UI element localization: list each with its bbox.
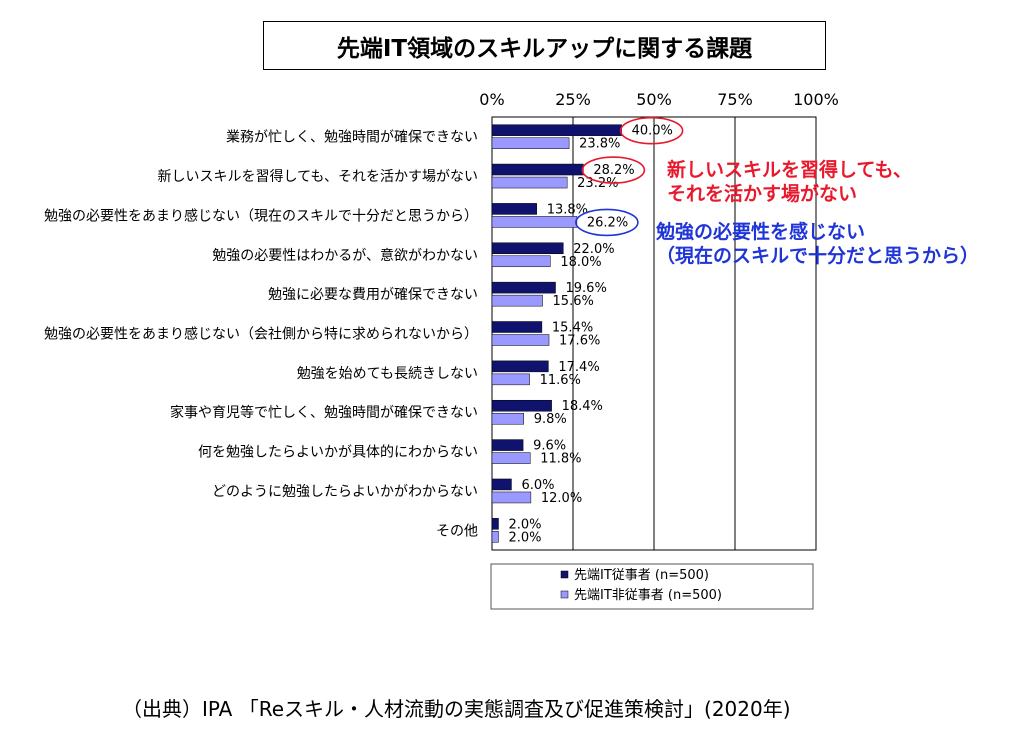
- bar-series1: [491, 242, 564, 255]
- bar-series2: [491, 412, 525, 425]
- x-tick-label: 25%: [555, 90, 591, 109]
- callout-red-line2: それを活かす場がない: [667, 183, 858, 205]
- callout-red: 新しいスキルを習得しても、 それを活かす場がない: [667, 158, 912, 206]
- data-label: 28.2%: [593, 163, 634, 178]
- category-label: 業務が忙しく、勉強時間が確保できない: [226, 130, 478, 146]
- category-label: どのように勉強したらよいかがわからない: [212, 484, 478, 500]
- bar-series1: [491, 321, 543, 333]
- x-tick-label: 50%: [636, 90, 672, 109]
- bar-series2: [491, 373, 530, 386]
- data-label: 23.2%: [577, 176, 618, 191]
- data-label: 40.0%: [632, 124, 673, 139]
- bar-series2: [491, 294, 543, 307]
- bar-series2: [491, 531, 499, 543]
- bar-series1: [491, 478, 512, 491]
- category-label: 勉強の必要性をあまり感じない（会社側から特に求められないから）: [44, 326, 478, 343]
- data-label: 23.8%: [579, 137, 620, 152]
- data-label: 26.2%: [587, 215, 628, 230]
- data-label: 12.0%: [541, 491, 582, 506]
- highlight-ellipse: [575, 208, 639, 237]
- data-label: 11.6%: [540, 373, 581, 388]
- source-citation: （出典）IPA 「Reスキル・人材流動の実態調査及び促進策検討」(2020年): [122, 697, 791, 721]
- data-label: 13.8%: [547, 202, 588, 217]
- bar-series2: [491, 137, 570, 149]
- bar-series1: [491, 360, 549, 373]
- bar-series1: [491, 163, 584, 176]
- bar-series1: [491, 281, 556, 294]
- data-label: 19.6%: [566, 281, 607, 296]
- data-label: 6.0%: [521, 478, 554, 493]
- bar-series1: [491, 124, 622, 136]
- bar-series2: [491, 255, 551, 268]
- data-label: 17.6%: [559, 334, 600, 349]
- bar-series1: [491, 439, 524, 451]
- category-label: その他: [436, 523, 478, 539]
- x-tick-label: 75%: [717, 90, 753, 109]
- category-label: 家事や育児等で忙しく、勉強時間が確保できない: [170, 404, 478, 421]
- legend-swatch: [560, 590, 569, 599]
- category-label: 勉強に必要な費用が確保できない: [268, 287, 478, 303]
- bar-series2: [491, 334, 550, 346]
- category-label: 勉強の必要性をあまり感じない（現在のスキルで十分だと思うから）: [44, 207, 478, 224]
- highlight-ellipse: [619, 116, 684, 145]
- x-tick-label: 100%: [793, 90, 839, 109]
- bar-series2: [491, 176, 568, 189]
- bar-series1: [491, 399, 552, 412]
- data-label: 2.0%: [508, 530, 541, 545]
- legend-label: 先端IT従事者 (n=500): [574, 568, 709, 583]
- data-label: 15.4%: [552, 321, 593, 336]
- bar-series2: [491, 452, 531, 464]
- data-label: 15.6%: [553, 294, 594, 309]
- data-label: 11.8%: [540, 452, 581, 467]
- data-label: 18.4%: [562, 399, 603, 414]
- category-label: 新しいスキルを習得しても、それを活かす場がない: [158, 168, 478, 185]
- callout-blue-line2: （現在のスキルで十分だと思うから）: [656, 245, 980, 267]
- data-label: 9.6%: [533, 439, 566, 454]
- data-label: 18.0%: [560, 255, 601, 270]
- callout-red-line1: 新しいスキルを習得しても、: [667, 159, 912, 181]
- highlight-ellipse: [581, 156, 646, 184]
- callout-blue-line1: 勉強の必要性を感じない: [656, 221, 866, 243]
- legend-label: 先端IT非従事者 (n=500): [574, 588, 722, 603]
- bar-series2: [491, 216, 578, 228]
- bar-series1: [491, 518, 499, 530]
- data-label: 9.8%: [534, 412, 567, 427]
- chart-title: 先端IT領域のスキルアップに関する課題: [263, 21, 826, 70]
- bar-series2: [491, 491, 532, 504]
- category-label: 勉強を始めても長続きしない: [297, 365, 478, 382]
- data-label: 2.0%: [508, 517, 541, 532]
- legend-swatch: [560, 570, 569, 579]
- legend-box: [490, 563, 814, 610]
- x-tick-label: 0%: [479, 90, 504, 109]
- data-label: 22.0%: [573, 242, 614, 257]
- category-label: 勉強の必要性はわかるが、意欲がわかない: [212, 247, 478, 264]
- data-label: 17.4%: [558, 360, 599, 375]
- callout-blue: 勉強の必要性を感じない （現在のスキルで十分だと思うから）: [656, 220, 979, 268]
- category-label: 何を勉強したらよいかが具体的にわからない: [198, 445, 478, 461]
- bar-series1: [491, 203, 537, 215]
